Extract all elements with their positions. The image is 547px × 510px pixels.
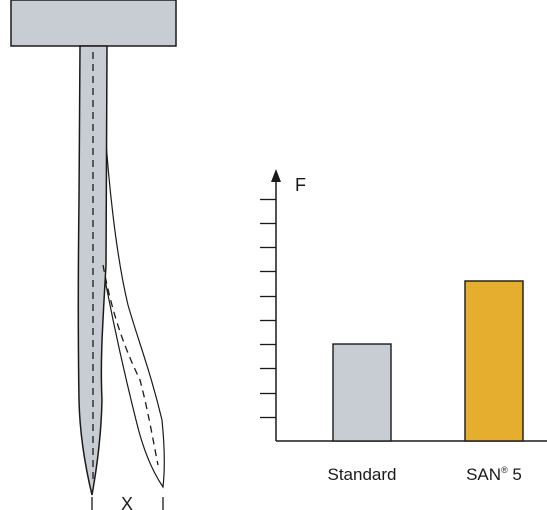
category-label: SAN® 5 <box>466 465 522 484</box>
category-label: Standard <box>328 465 397 484</box>
deflected-needle <box>100 111 165 489</box>
deflected-needle-centerline <box>102 264 159 466</box>
bars <box>332 280 524 442</box>
displacement-label: X <box>121 494 133 510</box>
needle-diagram: X <box>10 0 177 510</box>
y-axis-arrow <box>271 169 281 182</box>
needle-holder <box>10 0 177 47</box>
y-axis-ticks <box>260 198 276 419</box>
y-axis-label: F <box>295 175 306 195</box>
bar-standard <box>332 343 392 442</box>
force-bar-chart: F Standard SAN® 5 <box>260 169 547 484</box>
category-labels: Standard SAN® 5 <box>328 465 522 484</box>
bar-san5 <box>464 280 524 442</box>
